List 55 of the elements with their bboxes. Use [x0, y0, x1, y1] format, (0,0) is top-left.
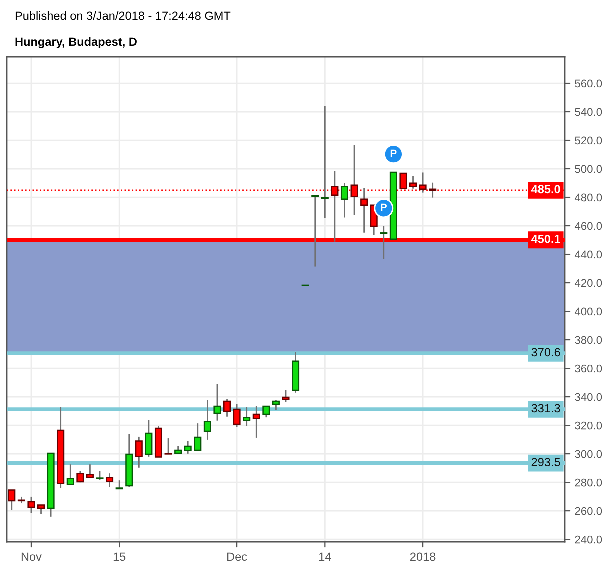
candlestick: [184, 440, 192, 455]
y-tick-label: 340.0: [575, 393, 602, 402]
y-tick-label: 380.0: [575, 336, 602, 344]
x-tick-label: Nov: [22, 552, 42, 562]
y-tick-label: 440.0: [574, 250, 602, 259]
candlestick: [204, 399, 212, 441]
ref-line-label: 450.1: [531, 234, 561, 244]
y-tick-label: 480.0: [574, 194, 602, 202]
candlestick: [164, 438, 172, 455]
y-tick-label: 300.0: [575, 450, 602, 458]
y-tick-label: 280.0: [575, 478, 602, 487]
candlestick: [282, 390, 290, 404]
candlestick: [145, 420, 153, 458]
chart-title: Hungary, Budapest, D: [16, 37, 137, 49]
candlestick: [8, 490, 16, 511]
y-tick-label: 240.0: [575, 536, 602, 544]
candlestick: [252, 406, 260, 439]
candlestick: [106, 472, 114, 488]
y-tick-label: 260.0: [575, 507, 602, 516]
x-tick-label: 15: [114, 552, 126, 562]
candlestick: [86, 464, 94, 478]
data-label: P: [381, 204, 388, 212]
y-tick-label: 460.0: [574, 222, 602, 230]
candlestick: [312, 195, 320, 268]
data-label: P: [390, 150, 397, 158]
candlestick: [272, 399, 280, 412]
y-tick-label: 320.0: [575, 422, 602, 430]
y-tick-label: 400.0: [574, 308, 602, 316]
candlestick: [135, 436, 143, 469]
y-tick-label: 560.0: [575, 80, 602, 88]
y-tick-label: 420.0: [574, 279, 602, 288]
candlestick: [66, 464, 74, 486]
candlestick: [340, 182, 348, 218]
y-tick-label: 360.0: [575, 364, 602, 373]
ref-line-label: 485.0: [531, 185, 560, 194]
y-tick-label: 540.0: [575, 108, 602, 116]
candlestick: [194, 422, 202, 452]
candlestick: [224, 398, 232, 418]
candlestick: [380, 225, 388, 260]
ref-line-label: 293.5: [532, 458, 560, 466]
y-tick-label: 500.0: [575, 165, 602, 174]
x-tick-label: Dec: [228, 552, 248, 562]
x-tick-label: 2018: [410, 552, 436, 562]
y-tick-label: 520.0: [575, 136, 602, 145]
candlestick: [233, 403, 241, 428]
candlestick: [214, 384, 222, 422]
candlestick: [28, 496, 36, 514]
ref-line-label: 331.3: [532, 404, 560, 413]
candlestick: [321, 105, 329, 220]
text: Published on 3/Jan/2018 - 17:24:48 GMT: [16, 12, 231, 20]
candlestick: [262, 406, 270, 418]
ref-line-label: 370.6: [532, 348, 560, 357]
candlestick: [243, 406, 251, 427]
candlestick: [96, 470, 104, 481]
x-tick-label: 14: [319, 552, 332, 561]
